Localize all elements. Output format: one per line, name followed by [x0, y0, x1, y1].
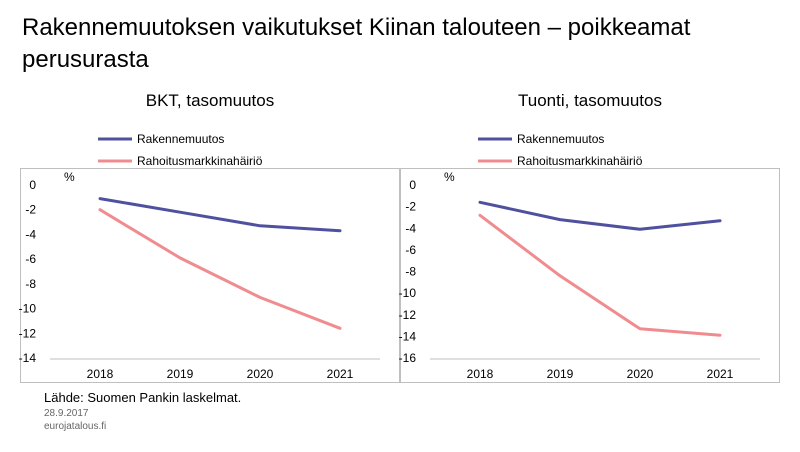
chart-bkt-frame [20, 168, 400, 383]
publication-date: 28.9.2017 [44, 408, 89, 419]
chart-bkt-title: BKT, tasomuutos [146, 91, 275, 110]
x-tick-label: 2020 [247, 367, 274, 381]
legend-label-rahoitusmarkkinahairio: Rahoitusmarkkinahäiriö [517, 154, 643, 168]
x-tick-label: 2019 [167, 367, 194, 381]
x-tick-label: 2020 [627, 367, 654, 381]
y-tick-label: -14 [19, 351, 37, 365]
legend-label-rakennemuutos: Rakennemuutos [137, 132, 224, 146]
page-title: Rakennemuutoksen vaikutukset Kiinan talo… [22, 14, 691, 73]
chart-tuonti-svg: Tuonti, tasomuutos Rakennemuutos Rahoitusm… [399, 91, 780, 383]
x-tick-label: 2019 [547, 367, 574, 381]
y-tick-label: -2 [405, 200, 416, 214]
y-tick-label: -10 [399, 286, 417, 300]
chart-bkt-svg: BKT, tasomuutos Rakennemuutos Rahoitusmark… [19, 91, 400, 383]
y-tick-label: -12 [19, 326, 37, 340]
y-tick-label: 0 [29, 178, 36, 192]
y-unit-label: % [444, 170, 455, 184]
y-tick-label: -4 [405, 221, 416, 235]
y-tick-label: -2 [25, 203, 36, 217]
x-tick-label: 2018 [87, 367, 114, 381]
series-line-rakennemuutos [478, 200, 722, 231]
x-tick-label: 2021 [707, 367, 734, 381]
y-tick-label: -6 [405, 243, 416, 257]
y-tick-label: -8 [405, 265, 416, 279]
y-tick-label: 0 [409, 178, 416, 192]
y-tick-label: -10 [19, 302, 37, 316]
chart-tuonti-frame [400, 168, 780, 383]
y-tick-label: -14 [399, 329, 417, 343]
y-tick-label: -12 [399, 308, 417, 322]
site-name: eurojatalous.fi [44, 421, 107, 432]
y-tick-label: -8 [25, 277, 36, 291]
y-tick-label: -16 [399, 351, 417, 365]
chart-tuonti: Tuonti, tasomuutos Rakennemuutos Rahoitusm… [399, 84, 780, 384]
x-tick-label: 2021 [327, 367, 354, 381]
y-unit-label: % [64, 170, 75, 184]
x-tick-label: 2018 [467, 367, 494, 381]
source-note: Lähde: Suomen Pankin laskelmat. [44, 390, 242, 405]
y-tick-label: -6 [25, 252, 36, 266]
chart-tuonti-title: Tuonti, tasomuutos [518, 91, 662, 110]
chart-bkt: BKT, tasomuutos Rakennemuutos Rahoitusmark… [19, 84, 400, 384]
series-line-rakennemuutos [98, 197, 342, 233]
legend-label-rahoitusmarkkinahairio: Rahoitusmarkkinahäiriö [137, 154, 263, 168]
y-tick-label: -4 [25, 227, 36, 241]
series-line-rahoitusmarkkinahairio [478, 213, 722, 337]
legend-label-rakennemuutos: Rakennemuutos [517, 132, 604, 146]
series-line-rahoitusmarkkinahairio [98, 208, 342, 330]
